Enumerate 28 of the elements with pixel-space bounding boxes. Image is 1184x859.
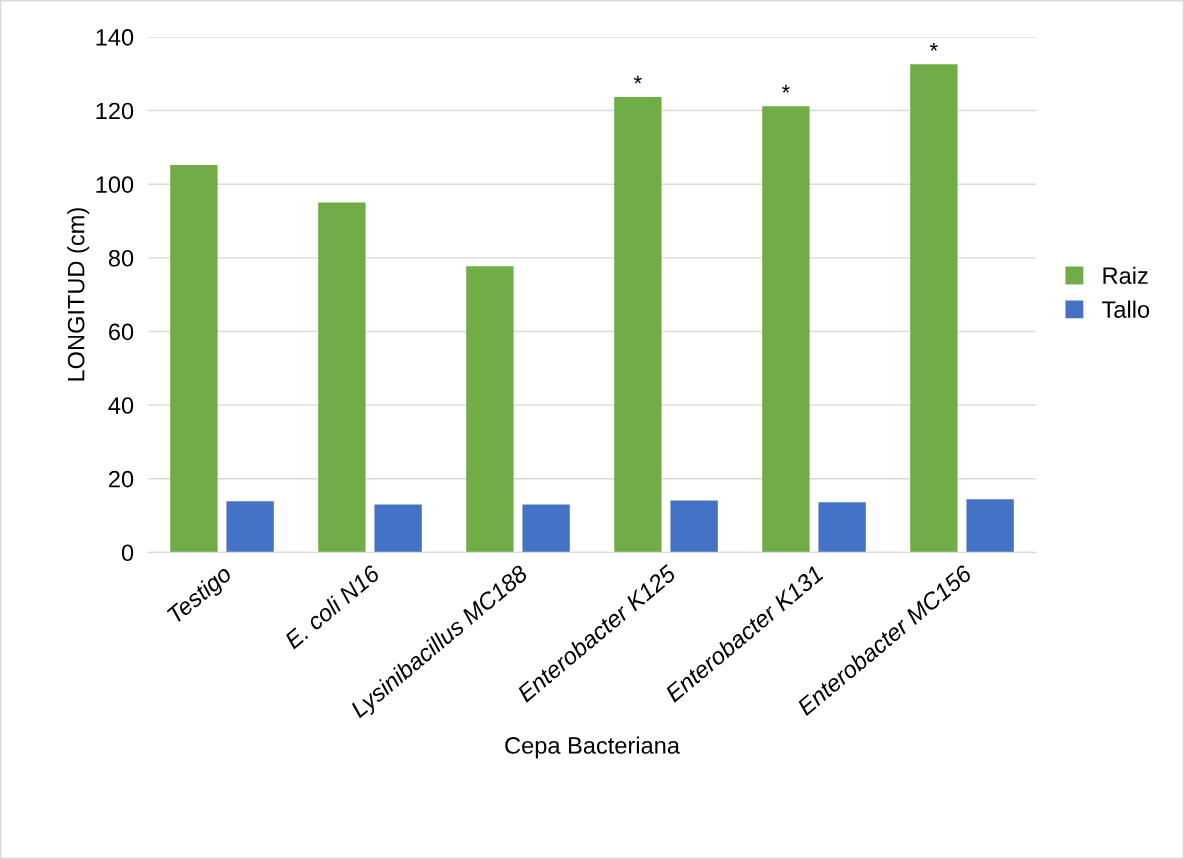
y-tick-label: 120 [96, 102, 134, 120]
bar [466, 266, 514, 553]
y-tick-label: 60 [109, 323, 134, 341]
bar [910, 64, 958, 553]
bar [226, 501, 274, 553]
y-axis-title: LONGITUD (cm) [67, 208, 90, 381]
x-tick-label: E. coli N16 [283, 563, 382, 650]
annotation: * [929, 42, 938, 51]
bar [966, 499, 1014, 553]
bar [318, 202, 366, 553]
legend-label: Raiz [1103, 266, 1148, 285]
y-tick-label: 80 [108, 249, 134, 267]
bar [670, 500, 718, 553]
y-tick-label: 100 [96, 176, 134, 193]
annotation: * [781, 84, 790, 93]
annotation: * [633, 75, 642, 84]
y-tick-label: 0 [121, 544, 134, 562]
y-tick-label: 20 [109, 470, 134, 488]
bar [762, 106, 810, 553]
bar [614, 96, 662, 553]
bar [170, 165, 218, 553]
legend-label: Tallo [1102, 300, 1150, 318]
bar [374, 504, 422, 553]
x-axis-title: Cepa Bacteriana [505, 736, 680, 759]
bar [818, 502, 866, 553]
y-tick-label: 40 [108, 397, 134, 414]
bar [522, 504, 570, 553]
y-tick-label: 140 [96, 29, 134, 46]
